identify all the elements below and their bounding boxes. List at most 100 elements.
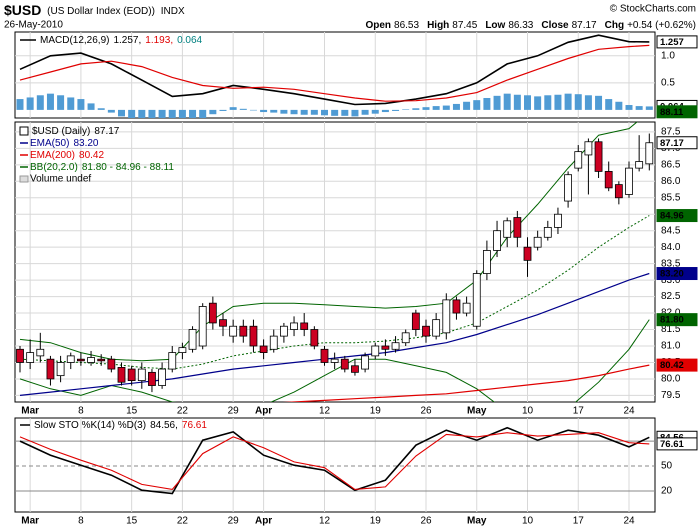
histogram-bar — [544, 95, 552, 110]
candle-body — [584, 141, 593, 156]
legend-name: $USD (Daily) — [32, 126, 90, 137]
y-tick-label: 81.0 — [661, 341, 681, 352]
candle-body — [543, 227, 552, 238]
candle-body — [229, 325, 238, 337]
histogram-bar — [189, 109, 197, 118]
histogram-bar — [199, 109, 207, 118]
legend-name: BB(20,2.0) — [30, 162, 78, 173]
candle-body — [56, 362, 65, 377]
legend-swatch — [19, 126, 29, 136]
histogram-bar — [260, 109, 268, 113]
histogram-bar — [595, 95, 603, 110]
histogram-bar — [341, 109, 349, 116]
legend-name: EMA(200) — [30, 150, 75, 161]
histogram-bar — [412, 108, 420, 110]
legend-value: 83.20 — [73, 138, 98, 149]
candle-body — [127, 368, 136, 381]
histogram-bar — [107, 109, 115, 113]
value-box-label: 80.42 — [660, 360, 684, 371]
histogram-bar — [280, 109, 288, 114]
candle-body — [239, 325, 248, 337]
histogram-bar — [118, 109, 125, 117]
legend-value: 81.80 - 84.96 - 88.11 — [82, 162, 175, 173]
value-box-label: 84.96 — [660, 211, 684, 222]
histogram-bar — [554, 94, 562, 110]
x-tick-label: Mar — [21, 516, 39, 527]
y-tick-label: 84.0 — [661, 242, 681, 253]
histogram-bar — [239, 108, 247, 110]
histogram-bar — [229, 107, 237, 110]
quote-label: Close — [541, 20, 569, 31]
candle-body — [97, 358, 106, 362]
candle-body — [614, 184, 623, 199]
x-tick-label: May — [467, 516, 487, 527]
x-tick-label: 15 — [126, 516, 138, 527]
y-tick-label: 20 — [661, 486, 673, 497]
candle-body — [381, 345, 390, 350]
y-tick-label: 79.5 — [661, 390, 681, 401]
x-tick-label: Mar — [21, 406, 39, 417]
quote-label: High — [427, 20, 449, 31]
indicator-line — [19, 432, 650, 490]
value-box — [656, 313, 698, 327]
y-tick-label: 84.5 — [661, 225, 681, 236]
value-box-label: 81.80 — [660, 315, 684, 326]
x-tick-label: 12 — [319, 406, 331, 417]
legend-name: MACD(12,26,9) — [40, 35, 109, 46]
candle-body — [158, 368, 167, 386]
quote-value: +0.54 (+0.62%) — [627, 20, 696, 31]
y-tick-label: 0.5 — [661, 77, 675, 88]
x-tick-label: 26 — [420, 516, 432, 527]
value-box — [656, 267, 698, 281]
histogram-bar — [148, 109, 156, 118]
histogram-bar — [97, 108, 105, 110]
histogram-bar — [67, 97, 75, 110]
indicator-line — [19, 122, 638, 362]
candle-body — [66, 355, 75, 363]
histogram-bar — [645, 106, 653, 110]
candle-body — [533, 236, 542, 248]
candle-body — [432, 319, 441, 337]
histogram-bar — [625, 105, 633, 110]
histogram-bar — [483, 97, 491, 110]
histogram-bar — [463, 101, 471, 110]
x-tick-label: 29 — [228, 516, 240, 527]
legend-separator: , — [139, 35, 142, 46]
candle-body — [513, 217, 522, 238]
histogram-bar — [290, 109, 298, 115]
value-box — [656, 136, 698, 150]
candle-body — [198, 306, 207, 347]
candle-body — [574, 151, 583, 169]
histogram-bar — [473, 100, 481, 110]
candle-body — [310, 329, 319, 347]
histogram-bar — [138, 109, 146, 118]
candle-body — [249, 325, 258, 347]
candle-body — [503, 220, 512, 238]
candle-body — [452, 299, 461, 314]
candle-body — [208, 302, 217, 324]
candle-body — [401, 332, 410, 344]
histogram-bar — [351, 109, 359, 117]
histogram-bar — [381, 109, 389, 113]
histogram-bar — [300, 109, 308, 115]
candle-body — [340, 358, 349, 370]
candle-body — [635, 161, 644, 169]
candle-body — [87, 357, 95, 363]
x-tick-label: 10 — [522, 406, 534, 417]
candle-body — [269, 335, 278, 350]
candle-body — [411, 312, 420, 330]
histogram-bar — [635, 106, 643, 110]
legend: $USD (Daily) 87.17 — [32, 126, 120, 137]
y-tick-label: 86.5 — [661, 159, 681, 170]
histogram-bar — [270, 109, 278, 113]
candle-body — [290, 322, 298, 330]
legend-name: Slow STO %K(14) %D(3) — [34, 420, 146, 431]
histogram-bar — [605, 99, 613, 110]
histogram-bar — [178, 109, 186, 118]
value-box-label: 76.61 — [660, 439, 684, 450]
x-tick-label: 29 — [228, 406, 240, 417]
candle-body — [625, 167, 633, 195]
histogram-bar — [513, 94, 521, 110]
quote-value: 86.53 — [394, 20, 419, 31]
legend-value: 84.56 — [150, 420, 175, 431]
